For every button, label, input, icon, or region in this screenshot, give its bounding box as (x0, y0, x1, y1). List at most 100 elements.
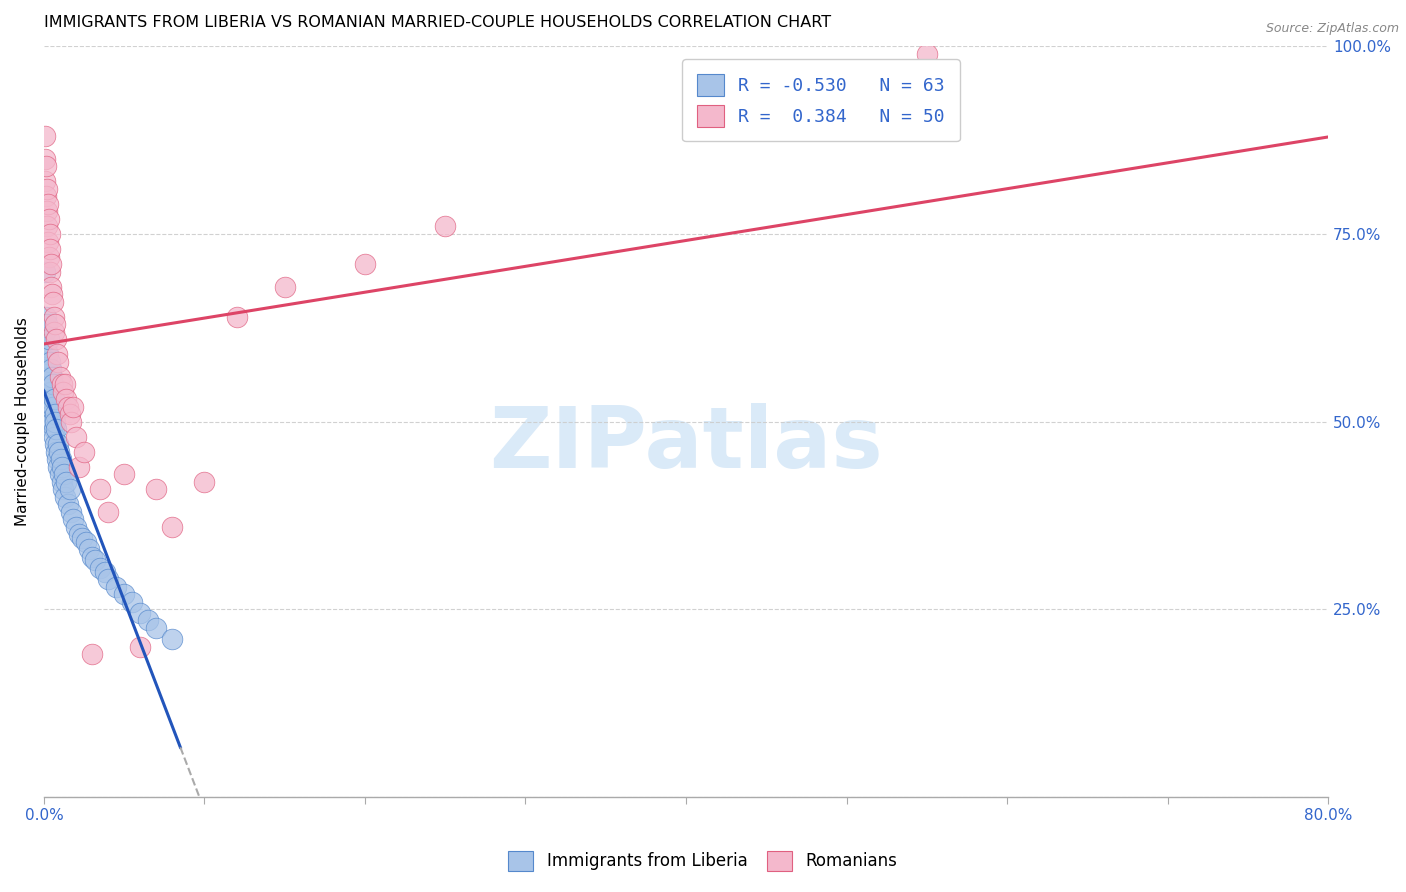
Point (80, 647, 103, 661)
Point (41, 407, 63, 421)
Point (39, 354, 62, 368)
Point (162, 519, 184, 533)
Point (53, 377, 76, 392)
Point (97, 505, 120, 519)
Point (65, 519, 87, 533)
Point (136, 613, 159, 627)
Point (37, 377, 59, 392)
Point (273, 279, 295, 293)
Point (112, 467, 135, 481)
Point (80, 549, 103, 564)
Point (225, 310, 247, 324)
Point (52, 384, 75, 399)
Point (39, 392, 62, 406)
Point (42, 392, 65, 406)
Point (44, 415, 66, 429)
Point (35, 362, 58, 376)
Point (89, 561, 111, 575)
Point (46, 459, 69, 474)
Point (37, 219, 59, 234)
Point (121, 594, 143, 608)
Point (39, 264, 62, 278)
Point (45, 332, 67, 346)
Text: ZIPatlas: ZIPatlas (489, 402, 883, 485)
Point (35, 339, 58, 353)
Point (38, 250, 60, 264)
Point (34, 174, 56, 188)
Point (49, 467, 72, 481)
Point (38, 400, 60, 414)
Point (73, 444, 96, 458)
Point (55, 475, 77, 489)
Point (42, 310, 65, 324)
Point (51, 459, 73, 474)
Y-axis label: Married-couple Households: Married-couple Households (15, 318, 30, 526)
Point (51, 475, 73, 489)
Point (38, 212, 60, 227)
Point (46, 354, 69, 368)
Point (37, 197, 59, 211)
Point (129, 606, 152, 620)
Point (112, 587, 135, 601)
Point (42, 422, 65, 436)
Point (45, 347, 67, 361)
Point (35, 189, 58, 203)
Point (37, 384, 59, 399)
Point (129, 640, 152, 654)
Point (44, 317, 66, 331)
Point (35, 310, 58, 324)
Point (35, 182, 58, 196)
Point (51, 377, 73, 392)
Point (53, 490, 76, 504)
Point (75, 534, 97, 549)
Point (145, 621, 167, 635)
Point (193, 475, 215, 489)
Point (41, 377, 63, 392)
Point (434, 219, 457, 234)
Text: IMMIGRANTS FROM LIBERIA VS ROMANIAN MARRIED-COUPLE HOUSEHOLDS CORRELATION CHART: IMMIGRANTS FROM LIBERIA VS ROMANIAN MARR… (44, 15, 831, 30)
Point (56, 497, 79, 511)
Point (34, 129, 56, 144)
Point (45, 422, 67, 436)
Point (62, 512, 84, 526)
Point (39, 257, 62, 271)
Point (44, 437, 66, 451)
Point (44, 407, 66, 421)
Point (60, 415, 83, 429)
Point (62, 400, 84, 414)
Point (72, 531, 94, 545)
Legend: Immigrants from Liberia, Romanians: Immigrants from Liberia, Romanians (501, 842, 905, 880)
Point (97, 572, 120, 586)
Point (34, 354, 56, 368)
Point (37, 347, 59, 361)
Point (145, 482, 167, 496)
Point (35, 317, 58, 331)
Point (49, 452, 72, 467)
Point (52, 467, 75, 481)
Point (46, 437, 69, 451)
Point (39, 362, 62, 376)
Point (58, 482, 80, 496)
Point (354, 257, 377, 271)
Legend: R = -0.530   N = 63, R =  0.384   N = 50: R = -0.530 N = 63, R = 0.384 N = 50 (682, 59, 959, 141)
Point (65, 429, 87, 443)
Point (52, 482, 75, 496)
Point (41, 415, 63, 429)
Point (162, 632, 184, 647)
Point (89, 482, 111, 496)
Point (38, 369, 60, 384)
Point (49, 369, 72, 384)
Point (35, 160, 58, 174)
Point (67, 459, 90, 474)
Point (38, 332, 60, 346)
Point (55, 392, 77, 406)
Point (41, 369, 63, 384)
Point (94, 565, 117, 579)
Point (77, 542, 100, 557)
Point (35, 204, 58, 219)
Point (48, 444, 70, 458)
Point (34, 152, 56, 166)
Point (105, 580, 128, 594)
Point (915, 46, 938, 61)
Text: Source: ZipAtlas.com: Source: ZipAtlas.com (1265, 22, 1399, 36)
